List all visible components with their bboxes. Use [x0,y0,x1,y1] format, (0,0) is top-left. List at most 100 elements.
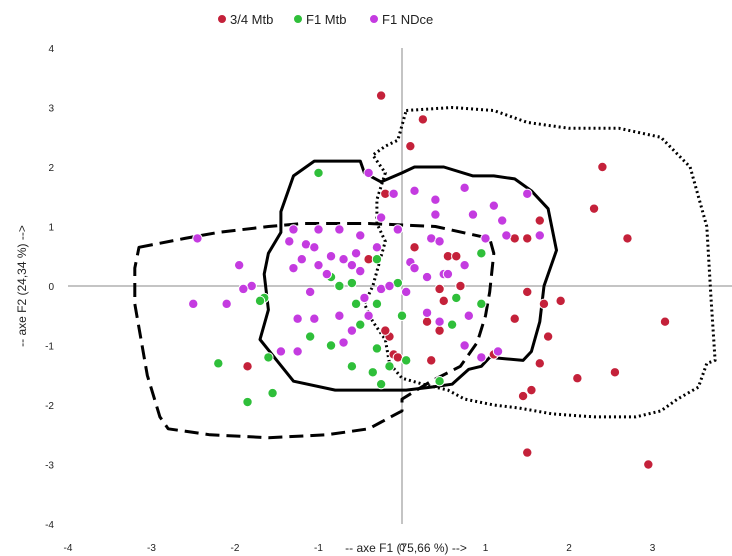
y-tick-label: 2 [48,163,54,174]
data-point-series-2 [459,340,470,351]
data-point-series-2 [338,337,349,348]
data-point-series-2 [463,310,474,321]
data-point-series-2 [371,242,383,253]
data-point-series-1 [304,331,316,342]
data-point-series-2 [304,286,316,298]
data-point-series-1 [476,248,487,259]
data-point-series-2 [384,280,395,292]
data-point-series-1 [400,355,412,366]
data-point-series-0 [517,390,529,402]
data-point-series-0 [522,286,533,298]
data-point-series-0 [405,140,416,152]
y-tick-labels: 4 3 2 1 0 -1 -2 -3 -4 [45,44,54,531]
data-point-series-0 [659,316,671,327]
x-tick-label: -1 [314,543,323,554]
data-point-series-1 [334,280,345,292]
data-point-series-2 [459,182,470,194]
data-point-series-2 [434,316,445,327]
data-point-series-1 [375,378,387,390]
data-point-series-2 [409,185,420,197]
data-point-series-0 [434,283,445,295]
data-point-series-0 [426,355,437,366]
data-point-series-0 [242,361,253,372]
data-point-series-0 [534,215,545,226]
x-axis-title: -- axe F1 (75,66 %) --> [345,541,467,555]
data-point-series-0 [555,295,566,307]
legend-marker [369,14,379,24]
data-point-series-0 [588,203,600,214]
data-point-series-1 [313,167,324,179]
data-point-series-2 [313,259,324,271]
outline-dotted [362,106,717,419]
data-point-series-2 [430,194,441,205]
group-outlines [133,106,717,440]
data-point-series-2 [188,298,199,310]
data-point-series-2 [359,292,370,304]
data-point-series-2 [313,224,324,235]
data-point-series-2 [325,251,337,262]
legend-label: F1 NDce [382,12,433,27]
x-tick-label: -2 [231,543,240,554]
data-point-series-2 [392,224,404,235]
data-point-series-0 [542,331,554,342]
data-point-series-0 [409,242,420,253]
data-point-series-0 [421,316,433,327]
data-point-series-0 [451,251,462,262]
data-point-series-0 [538,298,550,310]
data-point-series-0 [526,384,537,396]
data-point-series-1 [476,298,487,310]
x-tick-label: 0 [399,543,405,554]
data-point-series-0 [380,325,391,336]
data-point-series-2 [492,346,504,357]
data-point-series-2 [488,200,500,211]
data-point-series-2 [534,230,545,241]
data-point-series-1 [446,319,458,330]
data-point-series-2 [497,215,508,226]
data-point-series-0 [597,161,608,173]
data-point-series-2 [355,230,366,241]
data-point-series-2 [480,233,491,244]
data-point-series-2 [363,167,374,179]
y-tick-label: 4 [48,44,54,55]
data-point-series-1 [254,295,266,307]
data-point-series-2 [296,254,307,265]
x-tick-label: -3 [147,543,156,554]
data-point-series-0 [534,358,545,369]
data-point-series-2 [375,212,387,223]
data-point-series-0 [509,313,520,324]
legend-label: F1 Mtb [306,12,346,27]
data-point-series-0 [438,295,449,307]
data-point-series-2 [338,254,349,265]
data-point-series-0 [522,233,533,244]
data-point-series-1 [371,254,383,265]
data-point-series-2 [238,283,249,295]
data-point-series-2 [292,346,303,357]
data-point-series-2 [388,188,399,199]
data-point-series-1 [396,310,408,321]
y-tick-label: 1 [48,223,54,234]
data-point-series-2 [309,313,320,324]
x-tick-label: 2 [566,543,572,554]
data-point-series-1 [355,319,366,330]
legend-marker [217,14,227,24]
data-point-series-0 [455,280,466,292]
data-point-series-1 [434,376,445,387]
data-point-series-0 [643,459,654,470]
y-tick-label: -4 [45,520,54,531]
data-point-series-2 [467,209,479,220]
data-point-series-2 [355,265,366,277]
data-point-series-0 [622,233,633,244]
data-point-series-2 [288,262,299,274]
data-point-series-2 [442,268,454,280]
y-tick-label: -1 [45,342,54,353]
data-point-series-2 [421,307,433,318]
data-point-series-2 [434,236,445,247]
data-point-series-2 [192,233,203,244]
data-point-series-2 [400,286,412,298]
data-point-series-1 [350,298,362,310]
data-point-series-2 [421,271,433,283]
data-points [188,90,671,470]
data-point-series-2 [334,310,345,321]
